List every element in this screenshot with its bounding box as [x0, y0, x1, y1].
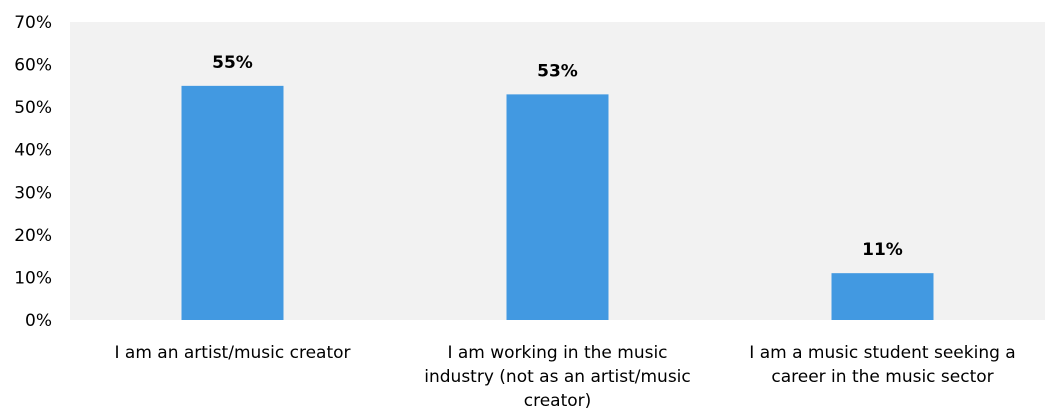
category-label: I am an artist/music creator	[115, 343, 351, 363]
category-label-line: I am working in the music	[447, 343, 667, 363]
y-tick-label: 0%	[25, 311, 52, 331]
y-tick-label: 30%	[14, 183, 52, 203]
bar	[181, 85, 284, 320]
y-axis: 0% 10% 20% 30% 40% 50% 60% 70%	[14, 13, 52, 331]
category-label: I am working in the music industry (not a…	[424, 343, 691, 411]
category-label: I am a music student seeking a career in …	[749, 343, 1015, 387]
x-axis: I am an artist/music creator I am working…	[115, 343, 1016, 411]
data-label: 53%	[537, 61, 578, 81]
data-label: 11%	[862, 240, 903, 260]
category-label-line: creator)	[524, 391, 592, 411]
y-tick-label: 20%	[14, 226, 52, 246]
category-label-line: I am a music student seeking a	[749, 343, 1015, 363]
y-tick-label: 10%	[14, 268, 52, 288]
y-tick-label: 40%	[14, 141, 52, 161]
category-label-line: I am an artist/music creator	[115, 343, 351, 363]
y-tick-label: 50%	[14, 98, 52, 118]
data-label: 55%	[212, 53, 253, 73]
y-tick-label: 60%	[14, 56, 52, 76]
bar	[831, 273, 934, 320]
bar	[506, 94, 609, 320]
bars	[181, 85, 934, 320]
category-label-line: industry (not as an artist/music	[424, 367, 691, 387]
category-label-line: career in the music sector	[771, 367, 993, 387]
data-labels: 55% 53% 11%	[212, 53, 903, 260]
y-tick-label: 70%	[14, 13, 52, 33]
